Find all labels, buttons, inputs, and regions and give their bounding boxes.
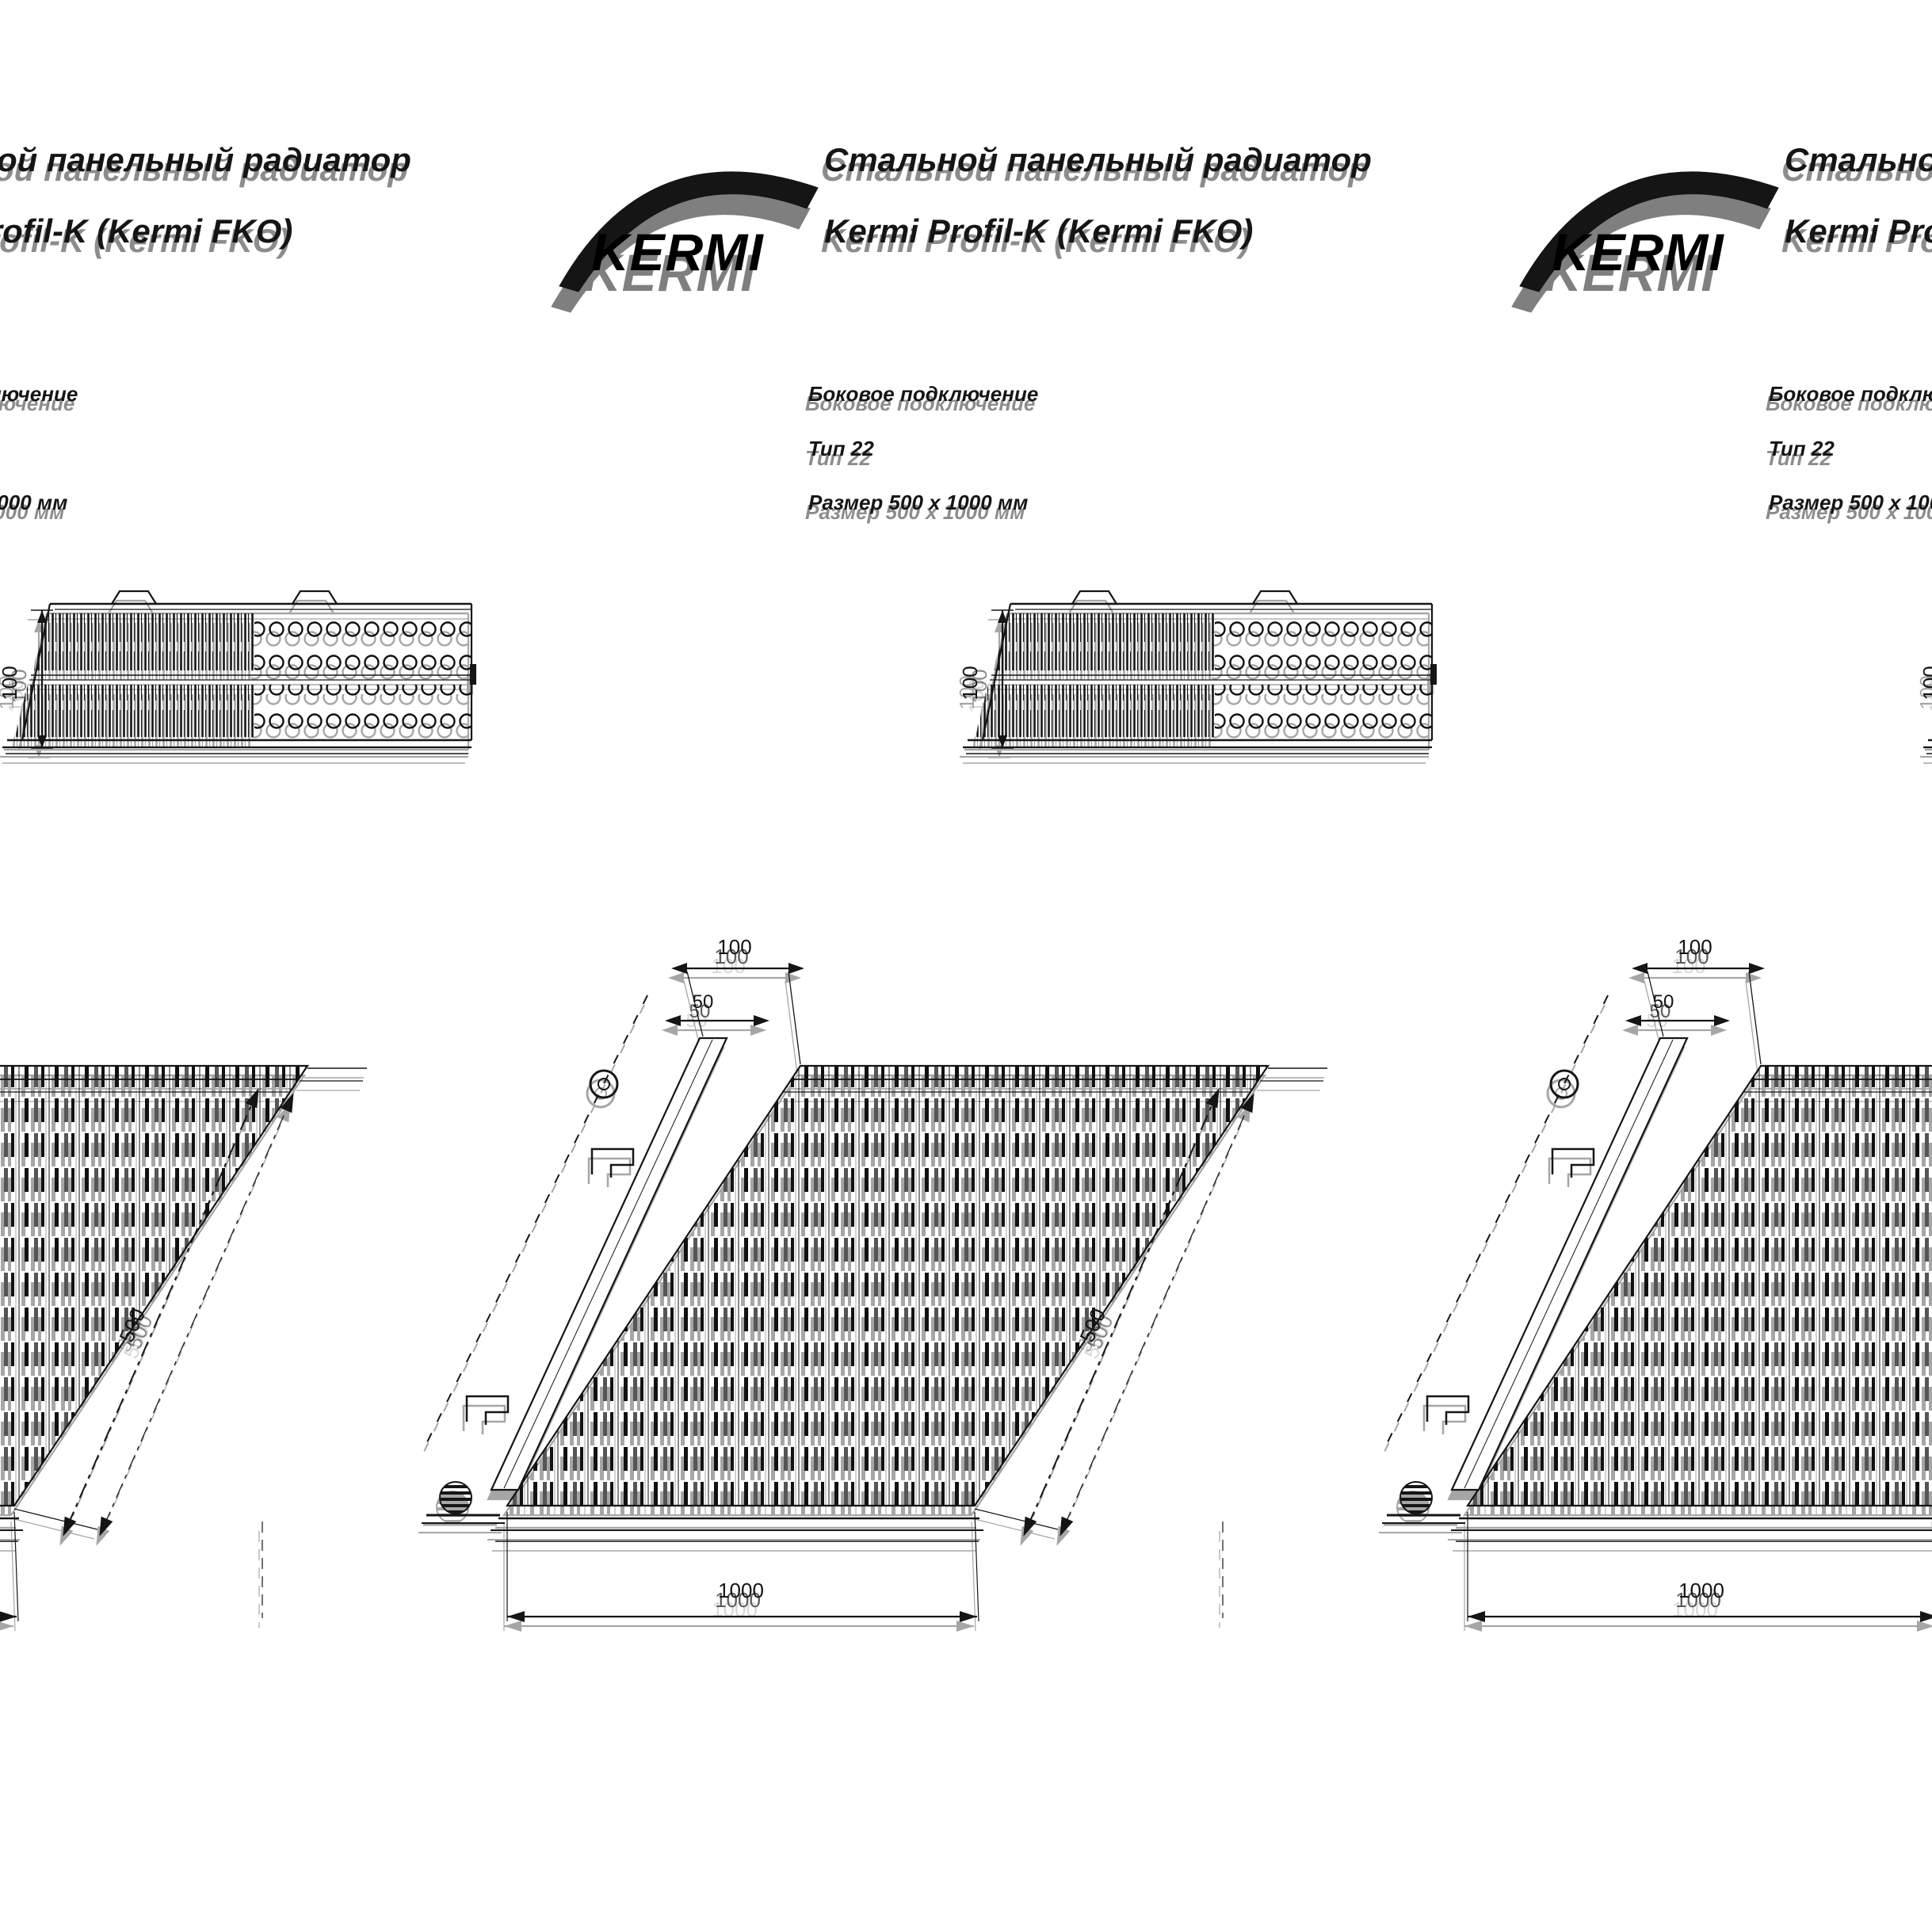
spec-connection: Боковое подключение [1769,382,1932,406]
iso-panel-face [505,1064,1270,1507]
isometric-drawing: 100 50 500 [0,1064,367,1622]
iso-side-panel [1382,995,1689,1524]
tv-fins-dense-row2 [15,685,254,737]
logo-arc-shape [1519,171,1779,292]
tv-fins-loops-row1 [1215,613,1432,670]
iso-length-dim-label: 1000 [1678,1579,1724,1602]
tv-bracket-tab-left [110,590,158,605]
tv-connection-stub [470,664,476,685]
spec-size: Размер 500 х 1000 мм [0,491,68,514]
datasheet-card-right: KERMI Стальной панельный радиатор Kermi … [1305,0,1932,1932]
tv-depth-dim-label: 100 [961,666,982,700]
logo-arc-shape [559,171,819,292]
tv-fins-loops-row2 [254,685,472,737]
iso-side-strip [1450,1037,1689,1491]
product-title-line1: Стальной панельный радиатор [0,141,411,178]
datasheet-card-center: KERMI Стальной панельный радиатор Kermi … [345,0,1437,1932]
kermi-logo-arc: KERMI [559,171,819,292]
iso-side-panel [422,995,728,1524]
tv-depth-arrow-up [37,610,47,623]
tv-depth-arrow-up [998,610,1007,623]
tv-depth-dim-label: 100 [1922,666,1932,700]
tv-fins-dense-row1 [995,613,1215,670]
kermi-logo-arc: KERMI [1519,171,1779,292]
iso-depth-dimension: 100 [671,935,804,1065]
iso-bracket-lower [465,1395,510,1425]
spec-type: Тип 22 [808,437,874,460]
tv-depth-arrow-down [37,735,47,748]
iso-clearance-dimension: 50 [1625,991,1730,1026]
iso-front-panel [491,1064,1270,1542]
product-title-line2: Kermi Profil-K (Kermi FKO) [0,212,293,250]
product-title-line2: Kermi Profil-K (Kermi FKO) [1785,212,1932,250]
iso-front-panel [1451,1064,1932,1542]
iso-bracket-upper [590,1147,635,1178]
kermi-logo: KERMI [1515,139,1785,293]
iso-depth-dim-label: 100 [717,935,751,959]
spec-connection: Боковое подключение [0,382,78,406]
iso-bracket-upper [1551,1147,1595,1178]
iso-clearance-dim-label: 50 [1653,991,1674,1013]
product-title-line1: Стальной панельный радиатор [824,141,1372,178]
tv-body [963,590,1437,754]
product-title-line1: Стальной панельный радиатор [1785,141,1932,178]
tv-depth-arrow-down [998,735,1007,748]
iso-depth-dimension: 100 [1632,935,1765,1065]
isometric-drawing: 100 50 500 [1382,935,1932,1622]
top-view-drawing: 100 [1,590,476,754]
datasheet-card-left: KERMI Стальной панельный радиатор Kermi … [0,0,476,1932]
iso-bracket-lower [1426,1395,1470,1425]
kermi-logo: KERMI [555,139,824,293]
spec-type: Тип 22 [1769,437,1835,460]
iso-drain-plug [1399,1481,1433,1514]
iso-valve-top [1549,1069,1579,1099]
tv-connection-stub [1430,664,1437,685]
isometric-drawing: 100 50 500 [422,935,1327,1622]
tv-fins-loops-row1 [254,613,472,670]
tv-bracket-tab-left [1071,590,1118,605]
kermi-logo-text: KERMI [591,223,764,281]
iso-valve-top [589,1069,619,1099]
iso-wall-dashed-line [423,995,648,1449]
tv-bracket-tab-right [291,590,338,605]
iso-clearance-dimension: 50 [665,991,769,1026]
tv-fins-dense-row2 [976,685,1215,737]
iso-length-dimension: 1000 [0,1511,19,1622]
tv-fins-dense-row1 [34,613,254,670]
top-view-drawing: 100 [1922,666,1932,754]
iso-clearance-dim-label: 50 [693,991,714,1013]
iso-drain-plug [439,1481,472,1514]
tv-bracket-tab-right [1251,590,1299,605]
iso-length-dim-label: 1000 [718,1579,764,1602]
iso-side-strip [490,1037,728,1491]
kermi-logo-text: KERMI [1552,223,1724,281]
spec-connection: Боковое подключение [808,382,1039,406]
tv-body [2,590,476,754]
product-title-line2: Kermi Profil-K (Kermi FKO) [824,212,1254,250]
iso-length-dimension: 1000 [1467,1512,1932,1622]
iso-wall-dashed-line [1384,995,1609,1449]
tv-fins-loops-row2 [1215,685,1432,737]
iso-depth-dim-label: 100 [1678,935,1712,959]
iso-panel-face [0,1064,310,1507]
spec-size: Размер 500 х 1000 мм [808,491,1029,514]
iso-panel-face [1465,1064,1932,1507]
iso-length-dimension: 1000 [506,1511,979,1622]
iso-front-panel [0,1064,310,1542]
tv-depth-dim-label: 100 [1,666,21,700]
spec-size: Размер 500 х 1000 мм [1769,491,1932,514]
top-view-drawing: 100 [961,590,1437,754]
